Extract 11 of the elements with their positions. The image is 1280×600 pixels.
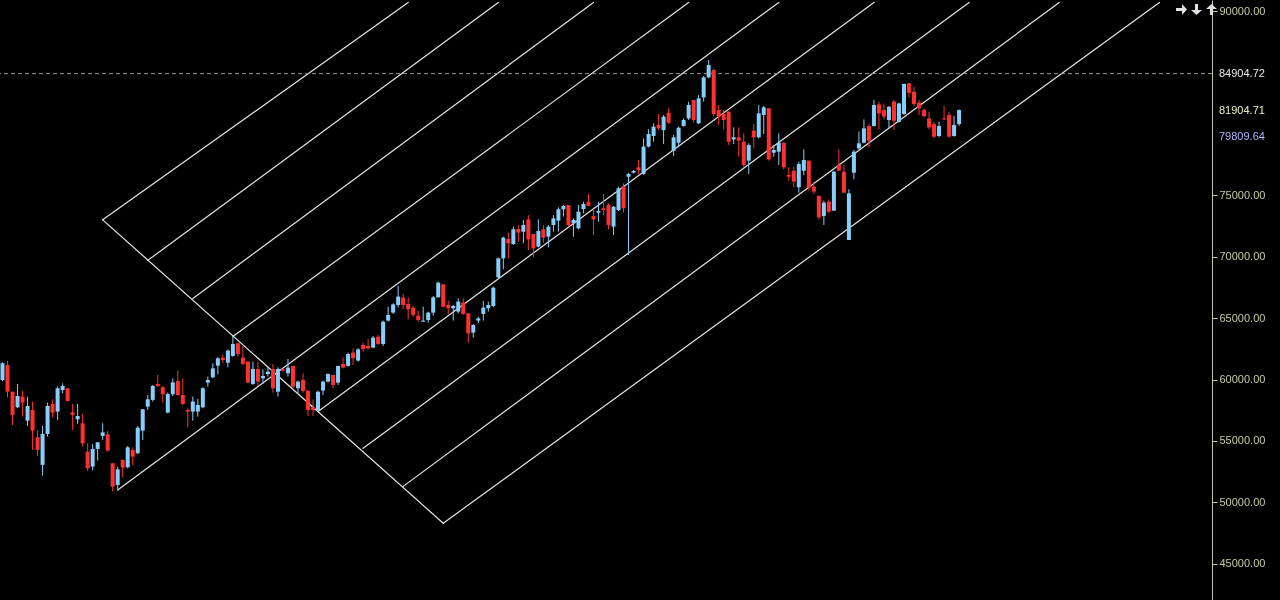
y-tick-label: 70000.00	[1219, 250, 1266, 263]
text: 81904.71	[1219, 104, 1265, 116]
text: 79809.64	[1219, 130, 1265, 142]
y-tick-label: 45000.00	[1219, 557, 1266, 570]
y-tick-label: 90000.00	[1219, 4, 1266, 17]
y-tick-label: 75000.00	[1219, 188, 1266, 201]
ref-line-label: 84904.72	[1219, 66, 1265, 79]
y-tick-label: 50000.00	[1219, 495, 1266, 508]
y-tick-label: 60000.00	[1219, 373, 1266, 386]
y-tick-label: 55000.00	[1219, 434, 1266, 447]
y-tick-label: 65000.00	[1219, 311, 1266, 324]
